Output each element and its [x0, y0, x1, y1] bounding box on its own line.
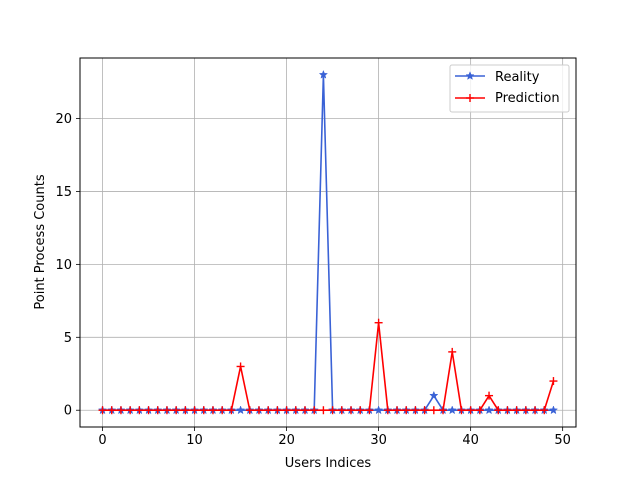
data-point-prediction — [199, 406, 208, 415]
legend-prediction-marker — [466, 94, 474, 102]
data-point-prediction — [347, 406, 356, 415]
data-point-prediction — [365, 406, 374, 415]
data-point-prediction — [337, 406, 346, 415]
data-point-prediction — [300, 406, 309, 415]
data-point-prediction — [126, 406, 135, 415]
data-point-reality — [429, 390, 439, 400]
plot-frame — [79, 57, 577, 428]
data-point-prediction — [475, 406, 484, 415]
series-prediction — [98, 318, 558, 415]
data-point-reality — [484, 405, 494, 415]
data-point-reality — [447, 405, 457, 415]
data-point-reality — [318, 69, 329, 79]
data-point-prediction — [282, 406, 291, 415]
data-point-reality — [548, 405, 559, 415]
data-point-prediction — [411, 406, 420, 415]
y-tick-label: 20 — [55, 112, 72, 127]
data-point-prediction — [402, 406, 411, 415]
x-tick-label: 0 — [98, 433, 106, 448]
data-point-prediction — [181, 406, 190, 415]
data-point-prediction — [264, 406, 273, 415]
data-point-prediction — [245, 406, 254, 415]
y-tick-label: 10 — [55, 258, 72, 273]
data-point-prediction — [466, 406, 475, 415]
series-line-prediction — [102, 321, 555, 412]
data-point-reality — [373, 405, 384, 415]
data-point-prediction — [190, 406, 199, 415]
data-point-prediction — [291, 406, 300, 415]
y-axis-label: Point Process Counts — [33, 174, 48, 309]
series-layer — [97, 69, 559, 415]
data-point-prediction — [273, 406, 282, 415]
data-point-prediction — [153, 406, 162, 415]
data-point-prediction — [429, 406, 438, 415]
data-point-prediction — [485, 391, 494, 400]
data-point-prediction — [328, 406, 337, 415]
legend-reality-label: Reality — [495, 70, 540, 85]
data-point-prediction — [116, 406, 125, 415]
series-reality — [97, 69, 559, 415]
data-point-prediction — [457, 406, 466, 415]
data-point-prediction — [356, 406, 365, 415]
y-tick-label: 15 — [55, 185, 72, 200]
data-point-prediction — [383, 406, 392, 415]
data-point-prediction — [236, 362, 245, 371]
data-point-prediction — [162, 406, 171, 415]
data-point-prediction — [107, 406, 116, 415]
data-point-prediction — [135, 406, 144, 415]
data-point-prediction — [448, 347, 457, 356]
data-point-prediction — [144, 406, 153, 415]
data-point-prediction — [393, 406, 402, 415]
series-line-reality — [102, 73, 554, 412]
ticks: 0 10 20 30 40 50 0 5 10 15 20 — [55, 112, 570, 448]
y-tick-label: 5 — [64, 331, 72, 346]
legend: Reality Prediction — [449, 64, 570, 113]
data-point-prediction — [227, 406, 236, 415]
data-point-prediction — [319, 406, 328, 415]
data-point-prediction — [310, 406, 319, 415]
data-point-prediction — [420, 406, 429, 415]
y-tick-label: 0 — [64, 404, 72, 419]
legend-reality-marker — [465, 71, 475, 80]
data-point-prediction — [494, 406, 503, 415]
data-point-prediction — [512, 406, 521, 415]
data-point-prediction — [208, 406, 217, 415]
data-point-prediction — [540, 406, 549, 415]
data-point-prediction — [521, 406, 530, 415]
data-point-prediction — [531, 406, 540, 415]
data-point-reality — [235, 405, 246, 415]
data-point-prediction — [549, 377, 558, 386]
x-tick-label: 40 — [462, 433, 479, 448]
data-point-prediction — [172, 406, 181, 415]
x-tick-label: 10 — [186, 433, 203, 448]
x-tick-label: 20 — [278, 433, 295, 448]
data-point-prediction — [503, 406, 512, 415]
data-point-prediction — [374, 318, 383, 327]
x-axis-label: Users Indices — [285, 456, 372, 471]
data-point-prediction — [218, 406, 227, 415]
x-tick-label: 30 — [370, 433, 387, 448]
x-tick-label: 50 — [554, 433, 571, 448]
legend-prediction-label: Prediction — [495, 91, 560, 106]
data-point-prediction — [254, 406, 263, 415]
data-point-prediction — [98, 406, 107, 415]
data-point-prediction — [439, 406, 448, 415]
